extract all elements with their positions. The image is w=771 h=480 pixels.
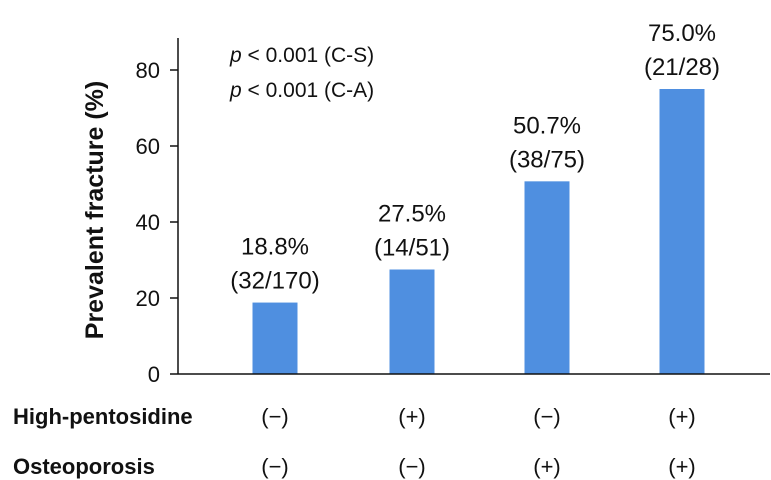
data-label-fraction: (38/75) (509, 146, 585, 173)
group-rows: High-pentosidine (−) (+) (−) (+) Osteoporosis… (13, 404, 696, 479)
y-tick-label: 0 (148, 362, 160, 387)
group-row-title: High-pentosidine (13, 404, 193, 429)
data-label-percent: 18.8% (241, 234, 309, 261)
bars (252, 89, 705, 374)
group-row-value: (+) (668, 404, 696, 429)
y-tick-label: 80 (136, 58, 160, 83)
data-labels: 18.8% (32/170) 27.5% (14/51) 50.7% (38/75) 75.… (230, 20, 720, 295)
data-label-percent: 27.5% (378, 201, 446, 228)
data-label-fraction: (32/170) (230, 268, 319, 295)
bar (524, 181, 570, 374)
group-row-value: (+) (668, 454, 696, 479)
data-label-fraction: (21/28) (644, 54, 720, 81)
group-row-value: (+) (398, 404, 426, 429)
group-row-value: (−) (261, 454, 289, 479)
annotation-2: p < 0.001 (C-A) (229, 79, 374, 102)
data-label-percent: 75.0% (648, 20, 716, 47)
bar (252, 302, 298, 374)
y-axis-ticks: 0 20 40 60 80 (136, 58, 178, 387)
y-tick-label: 60 (136, 134, 160, 159)
group-row-title: Osteoporosis (13, 454, 155, 479)
y-tick-label: 40 (136, 210, 160, 235)
bar (389, 269, 435, 374)
group-row-value: (−) (533, 404, 561, 429)
group-row-value: (+) (533, 454, 561, 479)
data-label-fraction: (14/51) (374, 235, 450, 262)
group-row-value: (−) (261, 404, 289, 429)
bar (659, 89, 705, 374)
group-row-value: (−) (398, 454, 426, 479)
y-tick-label: 20 (136, 286, 160, 311)
annotation-1: p < 0.001 (C-S) (229, 44, 374, 67)
y-axis-label: Prevalent fracture (%) (81, 81, 109, 339)
data-label-percent: 50.7% (513, 112, 581, 139)
